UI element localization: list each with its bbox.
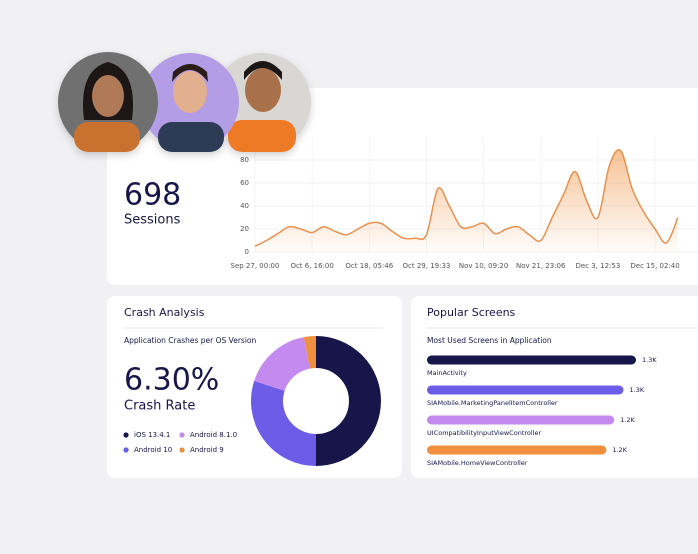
- legend-label: iOS 13.4.1: [134, 431, 170, 439]
- bar-value-label: 1.2K: [612, 446, 627, 454]
- bar-category-label: UICompatibilityInputViewController: [427, 429, 541, 437]
- x-tick-label: Nov 10, 09:20: [459, 262, 508, 270]
- bar-value-label: 1.2K: [620, 416, 635, 424]
- legend-label: Android 8.1.0: [190, 431, 237, 439]
- bar-category-label: SIAMobile.HomeViewController: [427, 459, 528, 467]
- card-subtitle: Application Crashes per OS Version: [124, 336, 256, 345]
- avatars: [58, 52, 311, 152]
- y-tick-label: 0: [245, 248, 249, 256]
- card-title: Popular Screens: [427, 306, 516, 319]
- legend-swatch: [179, 447, 185, 453]
- x-tick-label: Dec 15, 02:40: [630, 262, 679, 270]
- avatar-face: [245, 68, 281, 112]
- sessions-value: 698: [124, 178, 181, 213]
- y-tick-label: 40: [240, 202, 249, 210]
- avatar-shirt: [228, 120, 296, 152]
- avatar-face: [92, 75, 124, 117]
- legend-swatch: [123, 432, 129, 438]
- x-tick-label: Oct 6, 16:00: [290, 262, 333, 270]
- y-tick-label: 20: [240, 225, 249, 233]
- donut-segment: [303, 336, 317, 369]
- line-area: [255, 149, 678, 252]
- crash-rate-label: Crash Rate: [124, 399, 195, 414]
- donut-segment: [315, 336, 381, 466]
- y-tick-label: 80: [240, 156, 249, 164]
- bar: [427, 385, 624, 395]
- bar-category-label: SIAMobile.MarketingPanelItemController: [427, 399, 558, 407]
- sessions-label: Sessions: [124, 213, 181, 228]
- crash-rate-value: 6.30%: [124, 363, 219, 398]
- avatar-hair: [244, 61, 282, 80]
- bar-category-label: MainActivity: [427, 369, 467, 377]
- legend-swatch: [123, 447, 129, 453]
- donut-segment: [254, 337, 311, 392]
- x-tick-label: Nov 21, 23:06: [516, 262, 566, 270]
- bar: [427, 355, 636, 365]
- x-tick-label: Oct 29, 19:33: [403, 262, 451, 270]
- x-tick-label: Oct 18, 05:46: [345, 262, 393, 270]
- avatar-face: [173, 71, 207, 113]
- avatar-shirt: [74, 122, 140, 152]
- card-title: Crash Analysis: [124, 306, 205, 319]
- x-tick-label: Sep 27, 00:00: [231, 262, 280, 270]
- x-tick-label: Dec 3, 12:53: [575, 262, 620, 270]
- bar: [427, 415, 615, 425]
- legend-swatch: [179, 432, 185, 438]
- bar: [427, 445, 607, 455]
- avatar-hair: [172, 64, 208, 82]
- legend-label: Android 10: [134, 446, 172, 454]
- y-tick-label: 60: [240, 179, 249, 187]
- card-subtitle: Most Used Screens in Application: [427, 336, 552, 345]
- avatar-shirt: [158, 122, 224, 152]
- line: [254, 149, 679, 247]
- bar-value-label: 1.3K: [642, 356, 657, 364]
- bar-value-label: 1.3K: [630, 386, 645, 394]
- donut-segment: [251, 380, 317, 466]
- legend-label: Android 9: [190, 446, 224, 454]
